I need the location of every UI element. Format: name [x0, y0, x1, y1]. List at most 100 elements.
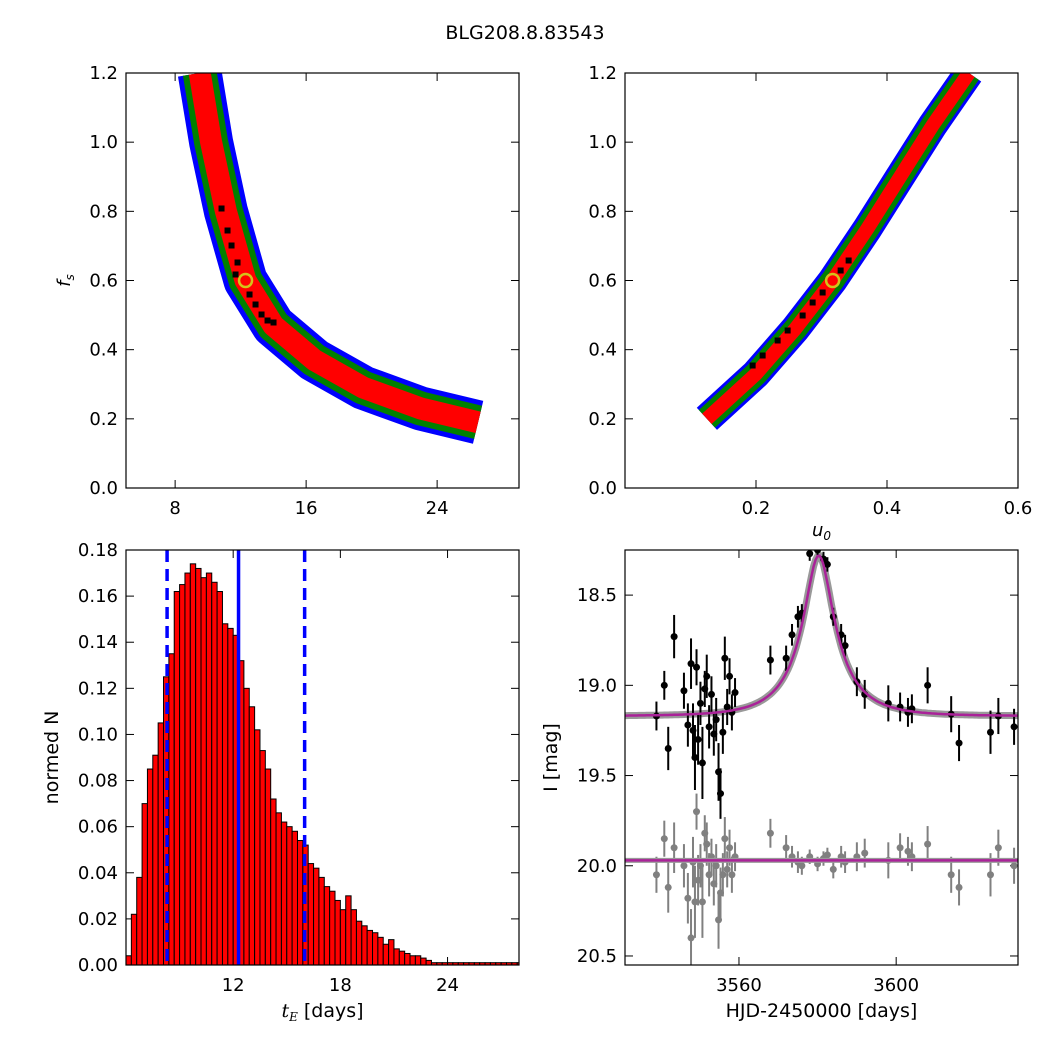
data-point — [731, 689, 739, 697]
data-point — [694, 735, 702, 743]
residual-point — [924, 840, 932, 848]
histogram-bar — [152, 754, 159, 965]
y-tick-label: 20.0 — [577, 856, 617, 877]
residual-point — [728, 871, 736, 879]
histogram-bar — [388, 939, 395, 965]
y-tick-label: 0.8 — [89, 201, 118, 222]
residual-point — [693, 808, 701, 816]
data-point — [782, 654, 790, 662]
residual-point — [670, 844, 678, 852]
histogram-bar — [291, 830, 298, 965]
residual-point — [955, 883, 963, 891]
data-point — [719, 728, 727, 736]
residual-point — [698, 898, 706, 906]
histogram-bar — [361, 925, 368, 965]
data-point — [823, 560, 831, 568]
axes-frame — [624, 72, 1019, 489]
histogram-bar — [211, 581, 218, 965]
histogram-bar — [280, 821, 288, 965]
confidence-region-inner — [188, 73, 481, 433]
histogram-bar — [345, 895, 352, 965]
histogram-bar — [318, 876, 325, 965]
residual-point — [719, 871, 727, 879]
x-tick-label: 0.4 — [873, 498, 902, 519]
best-fit-cell — [749, 362, 756, 369]
histogram-bar — [243, 687, 250, 965]
model-curve — [625, 554, 1018, 717]
histogram-bar — [409, 955, 416, 965]
data-point — [696, 699, 704, 707]
panel-bottom-left: 12 18 24 0.00 0.02 0.04 0.06 0.08 0.10 0.12 0.14 0.… — [41, 540, 520, 1024]
histogram-bar — [189, 563, 197, 965]
residual-point — [691, 898, 699, 906]
x-tick-label: 24 — [426, 498, 449, 519]
data-point — [723, 703, 731, 711]
residual-point — [782, 844, 790, 852]
best-fit-cell — [809, 299, 816, 306]
x-tick-label: 0.2 — [742, 498, 771, 519]
x-tick-label: 16 — [295, 498, 318, 519]
histogram-bar — [425, 959, 432, 965]
residual-point — [861, 849, 869, 857]
figure-title: BLG208.8.83543 — [445, 22, 605, 44]
x-tick-label: 3600 — [873, 975, 919, 996]
data-point — [707, 690, 715, 698]
histogram-bar — [221, 623, 229, 965]
y-tick-label: 0.00 — [78, 955, 118, 976]
best-fit-cell — [270, 319, 277, 326]
data-point — [716, 790, 724, 798]
y-tick-label: 19.5 — [577, 766, 617, 787]
histogram-bar — [259, 750, 266, 965]
residual-point — [994, 844, 1002, 852]
best-fit-cell — [837, 267, 844, 274]
y-tick-label: 0.04 — [78, 863, 118, 884]
y-tick-label: 1.0 — [588, 132, 617, 153]
y-axis-label: I [mag] — [540, 723, 562, 792]
residual-point — [798, 862, 806, 870]
residual-point — [723, 865, 731, 873]
histogram-bar — [323, 886, 331, 965]
data-point — [806, 550, 814, 558]
heatmap-body — [696, 73, 982, 430]
axes-frame — [125, 549, 520, 966]
histogram-bar — [355, 920, 363, 965]
best-fit-cell — [218, 205, 225, 212]
histogram-bar — [141, 803, 148, 965]
y-tick-label: 18.5 — [577, 585, 617, 606]
data-point — [703, 672, 711, 680]
histogram-bar — [516, 962, 519, 965]
y-tick-label: 0.6 — [89, 271, 118, 292]
best-fit-marker — [237, 272, 254, 289]
histogram-bar — [334, 899, 341, 965]
histogram-bar — [173, 591, 181, 965]
residual-point — [712, 862, 720, 870]
x-tick-label: 0.6 — [1004, 498, 1033, 519]
residual-point — [680, 862, 688, 870]
best-fit-cell — [246, 291, 253, 298]
histogram-bar — [216, 591, 223, 965]
y-tick-label: 0.0 — [89, 478, 118, 499]
data-point — [1010, 723, 1018, 731]
best-fit-cell — [232, 271, 239, 278]
histogram-bar — [126, 955, 132, 965]
data-point — [691, 754, 699, 761]
best-fit-cell — [799, 312, 806, 319]
histogram-bar — [275, 812, 282, 965]
y-tick-label: 0.0 — [588, 478, 617, 499]
y-tick-label: 0.10 — [78, 724, 118, 745]
histogram-bar — [157, 722, 165, 965]
best-fit-cell — [784, 327, 791, 334]
histogram-bar — [393, 948, 400, 965]
data-point — [814, 550, 822, 554]
data-point — [698, 759, 706, 767]
histogram-bar — [270, 798, 277, 965]
histogram-bar — [254, 729, 261, 965]
data-point — [726, 672, 734, 680]
panel-bottom-right: 3560 3600 18.5 19.0 19.5 20.0 20.5 HJD-2450000 … — [540, 549, 1019, 1022]
y-tick-label: 1.0 — [89, 132, 118, 153]
data-point — [684, 721, 692, 729]
y-tick-label: 20.5 — [577, 946, 617, 967]
x-tick-label: 24 — [436, 975, 459, 996]
y-tick-label: 0.2 — [89, 409, 118, 430]
